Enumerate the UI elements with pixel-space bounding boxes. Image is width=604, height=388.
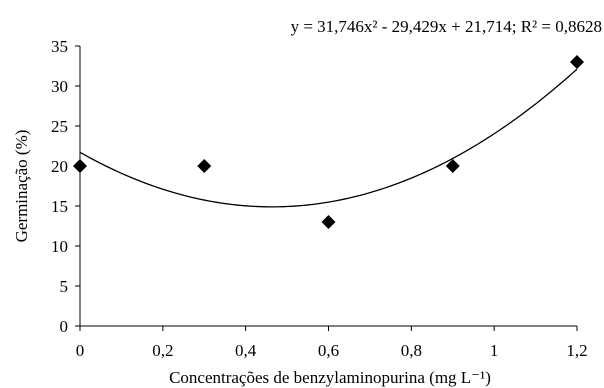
x-tick-label: 1,2 — [566, 341, 587, 360]
y-tick-label: 25 — [51, 117, 68, 136]
y-tick-label: 35 — [51, 37, 68, 56]
y-tick-label: 20 — [51, 157, 68, 176]
data-point-marker — [73, 159, 87, 173]
x-tick-label: 1 — [490, 341, 499, 360]
x-tick-label: 0,6 — [318, 341, 339, 360]
x-tick-label: 0 — [76, 341, 85, 360]
x-tick-label: 0,2 — [152, 341, 173, 360]
y-tick-label: 30 — [51, 77, 68, 96]
y-tick-label: 15 — [51, 197, 68, 216]
trendline-equation: y = 31,746x² - 29,429x + 21,714; R² = 0,… — [291, 17, 602, 36]
x-axis: 0 0,2 0,4 0,6 0,8 1 1,2 — [76, 325, 588, 360]
data-point-marker — [570, 55, 584, 69]
y-tick-label: 5 — [60, 277, 69, 296]
x-tick-label: 0,8 — [401, 341, 422, 360]
x-tick-label: 0,4 — [235, 341, 257, 360]
data-point-marker — [197, 159, 212, 173]
y-axis: 0 5 10 15 20 25 30 35 — [51, 37, 81, 336]
data-point-marker — [445, 159, 460, 173]
y-tick-label: 10 — [51, 237, 68, 256]
data-points — [73, 55, 584, 229]
x-axis-label: Concentrações de benzylaminopurina (mg L… — [169, 368, 491, 387]
trendline-curve — [79, 68, 578, 208]
y-axis-label: Germinação (%) — [12, 130, 31, 243]
data-point-marker — [321, 215, 336, 229]
y-tick-label: 0 — [60, 317, 69, 336]
